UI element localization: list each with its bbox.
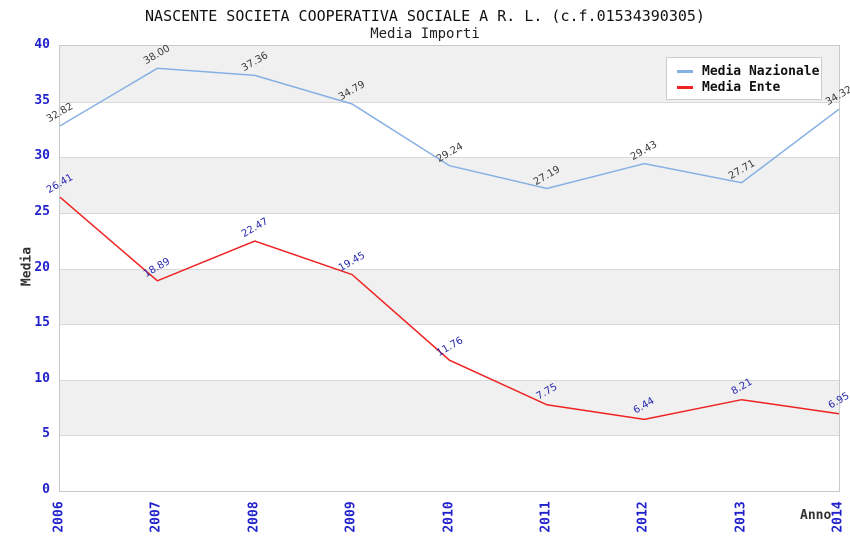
x-tick-label: 2013 [733,501,749,533]
legend-item-label: Media Ente [702,79,781,95]
gridline [60,212,839,214]
background-band [60,379,839,436]
gridline [60,324,839,326]
series-line-media-nazionale [59,67,840,190]
gridline [60,268,839,270]
x-tick-label: 2011 [538,501,554,533]
x-tick-label: 2007 [148,501,164,533]
plot-area: 32.82 38.00 37.36 34.79 29.24 27.19 29.43 27.71… [45,43,850,492]
y-tick-label: 10 [34,370,50,386]
legend-swatch-icon [677,69,693,73]
legend-item-media-nazionale: Media Nazionale [677,63,821,79]
y-tick-label: 25 [34,203,50,219]
x-tick-label: 2008 [246,501,262,533]
series-line-media-ente [59,196,840,421]
line-series-svg [59,67,840,421]
gridline [60,101,839,103]
gridline [60,157,839,159]
background-band [60,157,839,213]
y-tick-label: 0 [42,482,50,497]
gridline [60,435,839,437]
legend-swatch-icon [677,85,693,89]
chart-subtitle: Media Importi [370,26,480,42]
legend-item-label: Media Nazionale [702,63,820,79]
y-tick-label: 35 [34,92,50,108]
chart-title: NASCENTE SOCIETA COOPERATIVA SOCIALE A R… [145,7,705,25]
y-tick-label: 20 [34,259,50,275]
gridline [60,379,839,381]
y-tick-label: 5 [42,426,50,442]
y-tick-label: 15 [34,315,50,331]
y-axis-title: Media [19,246,35,287]
legend: Media Nazionale Media Ente [666,57,822,100]
x-tick-label: 2010 [441,501,456,533]
x-axis-title: Anno [800,508,832,523]
x-tick-label: 2014 [830,501,846,533]
x-tick-label: 2012 [635,501,651,533]
legend-item-media-ente: Media Ente [677,79,821,95]
x-tick-label: 2009 [343,501,359,533]
x-tick-label: 2006 [51,501,67,533]
background-band [60,268,839,325]
y-tick-label: 30 [34,148,50,164]
y-tick-label: 40 [34,37,50,52]
